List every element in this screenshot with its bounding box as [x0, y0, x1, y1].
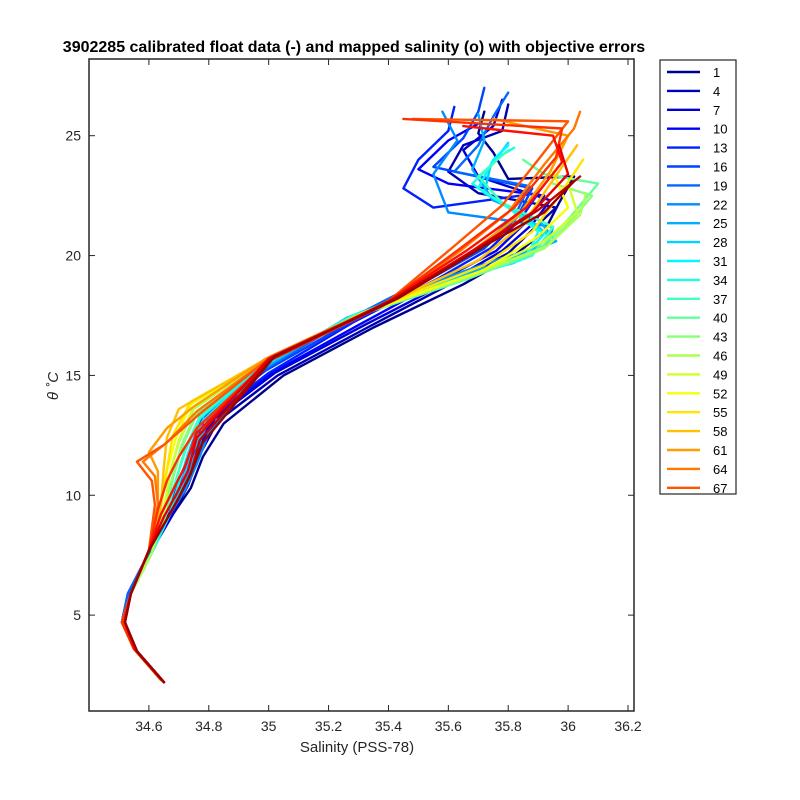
x-tick-label: 34.6 [135, 718, 162, 734]
legend-label-46: 46 [713, 349, 727, 364]
legend-label-7: 7 [713, 103, 720, 118]
legend-label-58: 58 [713, 424, 727, 439]
legend-label-34: 34 [713, 273, 727, 288]
axes-background [89, 59, 634, 711]
legend-label-28: 28 [713, 235, 727, 250]
legend-label-49: 49 [713, 367, 727, 382]
x-tick-label: 34.8 [195, 718, 222, 734]
x-tick-label: 36 [560, 718, 576, 734]
y-tick-label: 5 [73, 607, 81, 623]
legend-label-22: 22 [713, 197, 727, 212]
legend-label-43: 43 [713, 330, 727, 345]
legend-label-1: 1 [713, 65, 720, 80]
y-tick-label: 25 [65, 128, 81, 144]
legend-label-10: 10 [713, 122, 727, 137]
axes-frame [88, 58, 635, 712]
legend-box [659, 59, 737, 495]
x-tick-label: 35.8 [495, 718, 522, 734]
x-tick-label: 35.2 [315, 718, 342, 734]
legend-label-37: 37 [713, 292, 727, 307]
legend-label-64: 64 [713, 462, 727, 477]
y-tick-label: 15 [65, 367, 81, 383]
legend-label-31: 31 [713, 254, 727, 269]
y-axis-label: θ ˚C [45, 372, 62, 400]
legend-label-67: 67 [713, 481, 727, 496]
legend-label-55: 55 [713, 405, 727, 420]
legend-label-40: 40 [713, 311, 727, 326]
legend-label-16: 16 [713, 160, 727, 175]
legend-label-25: 25 [713, 216, 727, 231]
axis-ticks: 34.6 34.8 35 35.2 35.4 35.6 35.8 36 36.2 5 10 15 20 2… [65, 59, 642, 734]
x-axis-label: Salinity (PSS-78) [300, 739, 414, 756]
series-line-extra-23 [120, 117, 564, 684]
profile-lines [120, 86, 600, 684]
legend-label-4: 4 [713, 84, 720, 99]
plot-area: 34.6 34.8 35 35.2 35.4 35.6 35.8 36 36.2 5 10 15 20 2… [65, 58, 642, 734]
x-tick-label: 36.2 [614, 718, 641, 734]
y-tick-label: 20 [65, 248, 81, 264]
legend-label-52: 52 [713, 386, 727, 401]
x-tick-label: 35.6 [435, 718, 462, 734]
y-tick-label: 10 [65, 487, 81, 503]
legend-label-61: 61 [713, 443, 727, 458]
x-tick-label: 35 [261, 718, 277, 734]
series-line-extra-27 [123, 180, 576, 684]
x-tick-label: 35.4 [375, 718, 402, 734]
legend-label-19: 19 [713, 178, 727, 193]
legend-label-13: 13 [713, 141, 727, 156]
chart-title: 3902285 calibrated float data (-) and ma… [63, 39, 645, 56]
legend: 1 4 7 10 13 16 19 22 25 28 31 34 37 40 43 46 49 52 55 58 61 6… [659, 59, 737, 496]
